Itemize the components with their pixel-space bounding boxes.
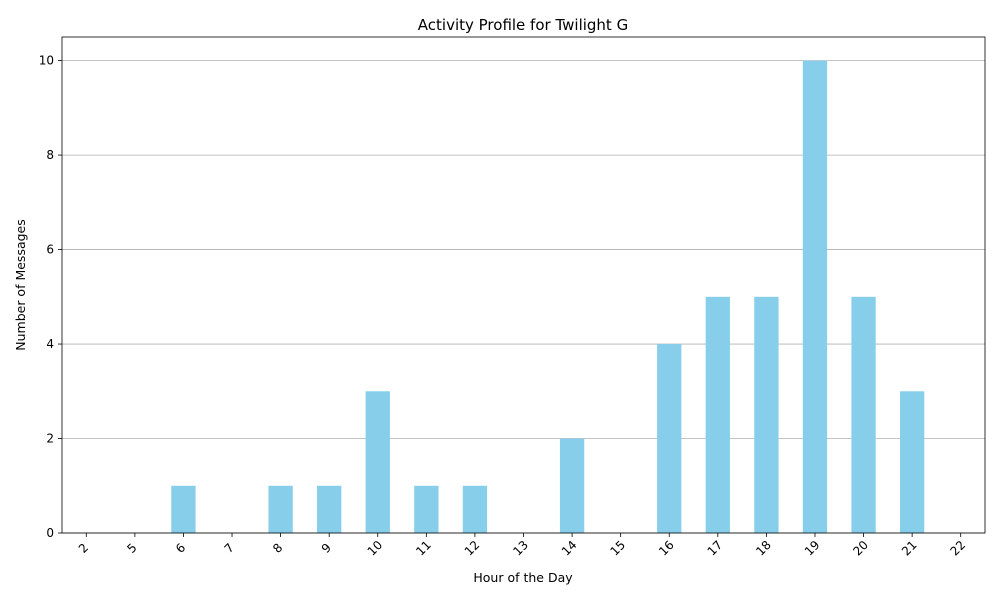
bar-hour-6	[171, 486, 195, 533]
axes	[58, 37, 985, 537]
bar-hour-16	[657, 344, 681, 533]
tick-labels: 0 2 4 6 8 10 2 5 6 7 8 9 10 11 12 13 14 15 16 17 18 19 20 21 22	[39, 54, 969, 559]
x-tick-label: 20	[850, 538, 871, 559]
bar-hour-20	[851, 297, 875, 533]
x-tick-label: 9	[319, 541, 334, 556]
bar-hour-17	[706, 297, 730, 533]
x-tick-label: 18	[753, 538, 774, 559]
y-tick-label: 2	[46, 432, 54, 446]
x-tick-label: 15	[607, 538, 628, 559]
bar-hour-8	[268, 486, 292, 533]
bar-hour-9	[317, 486, 341, 533]
bar-hour-21	[900, 391, 924, 533]
x-tick-label: 22	[948, 538, 969, 559]
bar-hour-12	[463, 486, 487, 533]
x-tick-label: 21	[899, 538, 920, 559]
bar-hour-11	[414, 486, 438, 533]
y-axis-title: Number of Messages	[13, 219, 28, 351]
x-tick-label: 13	[510, 538, 531, 559]
x-tick-label: 12	[462, 538, 483, 559]
x-axis-title: Hour of the Day	[473, 570, 573, 585]
chart-title: Activity Profile for Twilight G	[418, 16, 628, 34]
y-tick-label: 8	[46, 148, 54, 162]
bars	[171, 61, 924, 533]
y-tick-label: 4	[46, 337, 54, 351]
x-tick-label: 11	[413, 538, 434, 559]
bar-hour-14	[560, 439, 584, 533]
x-tick-label: 5	[124, 541, 139, 556]
x-tick-label: 14	[559, 538, 580, 559]
bar-hour-10	[366, 391, 390, 533]
x-tick-label: 8	[270, 541, 285, 556]
x-tick-label: 10	[365, 538, 386, 559]
x-tick-label: 16	[656, 538, 677, 559]
x-tick-label: 19	[802, 538, 823, 559]
x-tick-label: 17	[705, 538, 726, 559]
y-tick-label: 6	[46, 243, 54, 257]
x-tick-label: 6	[173, 541, 188, 556]
y-tick-label: 0	[46, 526, 54, 540]
gridlines	[62, 61, 985, 533]
bar-hour-18	[754, 297, 778, 533]
x-tick-label: 2	[76, 541, 91, 556]
x-tick-label: 7	[222, 541, 237, 556]
bar-hour-19	[803, 61, 827, 533]
plot-frame	[62, 37, 985, 533]
y-tick-label: 10	[39, 54, 54, 68]
